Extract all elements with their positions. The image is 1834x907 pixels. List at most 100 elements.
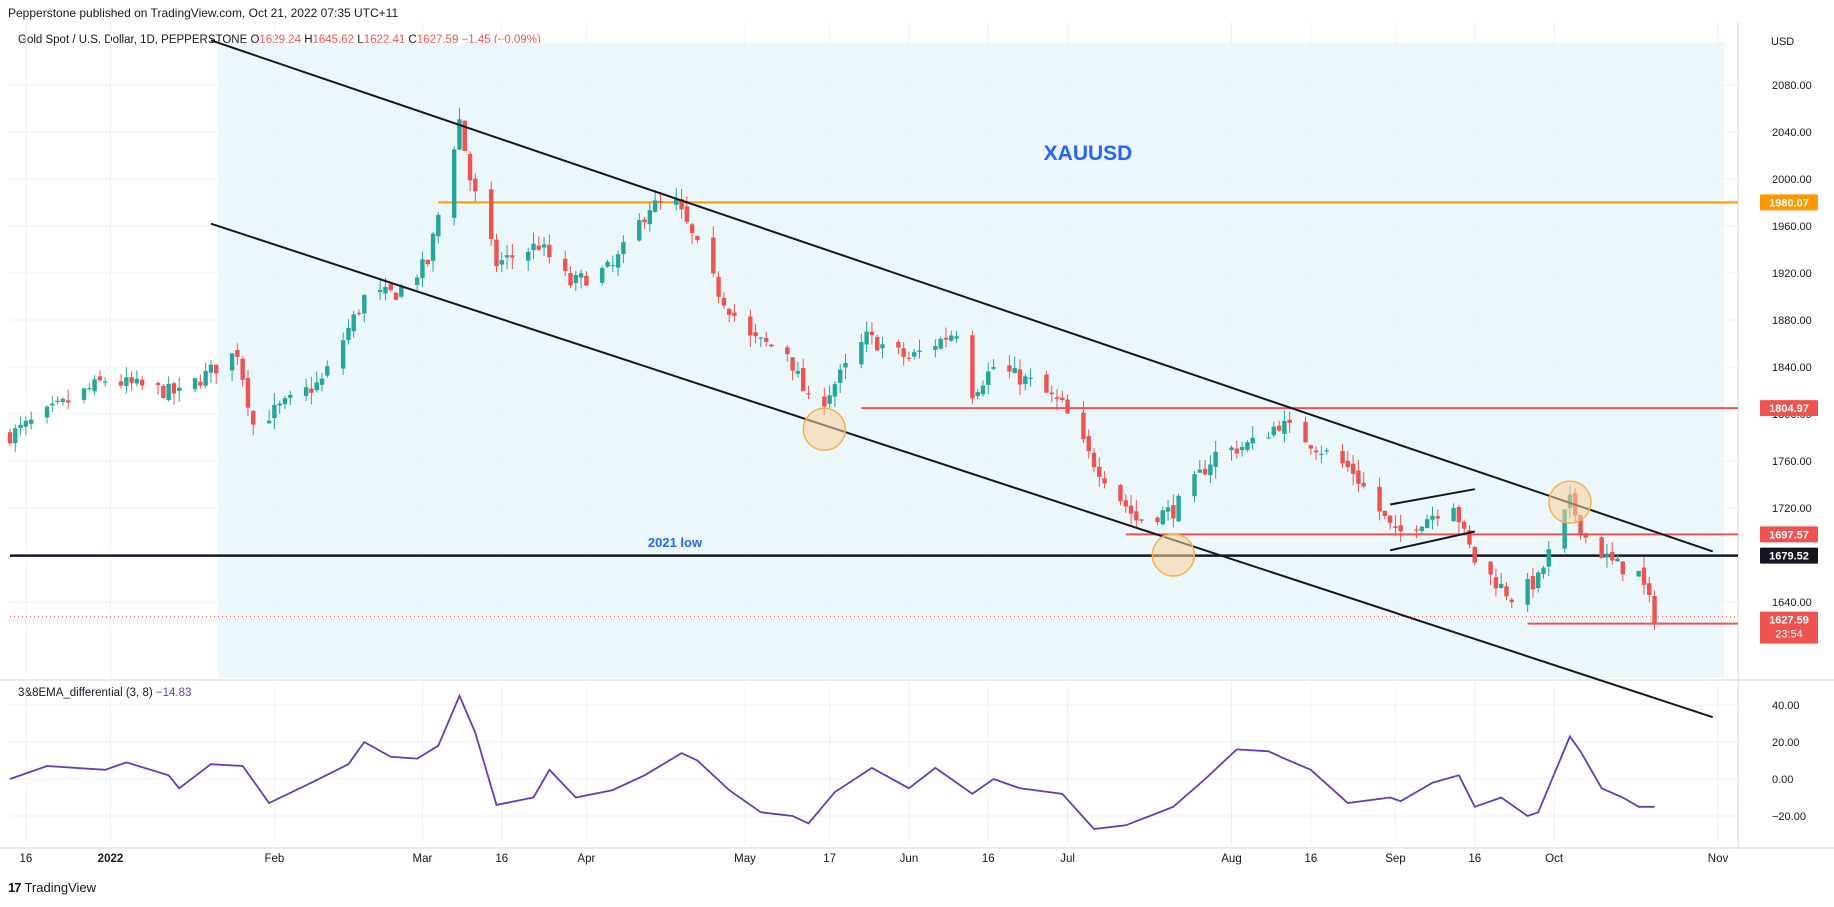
candle-body xyxy=(1488,561,1493,575)
price-label-box xyxy=(1760,194,1818,211)
candle-body xyxy=(806,393,811,395)
candle-body xyxy=(732,312,737,316)
highlight-circles[interactable] xyxy=(802,407,1592,577)
candle-body xyxy=(97,376,103,381)
candle-body xyxy=(139,379,145,386)
symbol-name[interactable]: Gold Spot / U.S. Dollar, 1D, PEPPERSTONE xyxy=(18,34,248,46)
osc-tick-label: −20.00 xyxy=(1772,811,1806,823)
candle-body xyxy=(351,314,356,332)
price-label-box xyxy=(1760,611,1818,628)
footer-brand: TradingView xyxy=(24,880,97,895)
price-tick-label: 1880.00 xyxy=(1772,315,1812,327)
time-tick-label: 16 xyxy=(1468,853,1481,865)
candle-body xyxy=(1610,551,1615,561)
candle-body xyxy=(1128,505,1134,514)
price-tick-label: 1720.00 xyxy=(1772,503,1812,515)
low-label: L xyxy=(357,34,364,46)
price-label-text: 1679.52 xyxy=(1769,551,1809,563)
candle-body xyxy=(1213,451,1218,467)
low-2021-label[interactable]: 2021 low xyxy=(648,535,703,550)
price-tick-label: 1960.00 xyxy=(1772,221,1812,233)
flag-lower-line xyxy=(1389,530,1475,552)
candle-body xyxy=(1493,577,1499,589)
candle-body xyxy=(1424,519,1430,529)
candle-body xyxy=(1377,486,1382,512)
candle-body xyxy=(753,332,758,337)
candle-body xyxy=(1065,399,1070,414)
candle-body xyxy=(81,388,87,400)
candle-body xyxy=(1583,534,1589,538)
candle-body xyxy=(129,377,134,383)
candle-body xyxy=(65,400,71,403)
candle-body xyxy=(1208,464,1213,476)
candle-body xyxy=(356,312,362,315)
time-tick-label: 16 xyxy=(495,853,508,865)
time-tick-label: 16 xyxy=(982,853,995,865)
xauusd-title[interactable]: XAUUSD xyxy=(1044,142,1133,165)
candle-body xyxy=(615,254,621,268)
indicator-legend[interactable]: 3&8EMA_differential (3, 8) −14.83 xyxy=(18,687,191,699)
time-tick-label: Nov xyxy=(1708,853,1729,865)
candle-body xyxy=(1197,469,1202,473)
candle-body xyxy=(970,335,975,399)
candle-body xyxy=(716,276,721,297)
candle-body xyxy=(1647,583,1652,596)
candle-body xyxy=(1578,515,1583,534)
candle-body xyxy=(1467,530,1472,545)
candle-body xyxy=(208,364,214,373)
time-axis[interactable]: 16 2022 Feb Mar 16 Apr May 17 Jun 16 Jul Aug 16 Sep 16… xyxy=(19,853,1728,865)
candle-body xyxy=(377,290,383,293)
candle-body xyxy=(235,350,240,357)
candle-body xyxy=(288,394,293,398)
candle-body xyxy=(1028,377,1033,379)
candle-body xyxy=(1054,397,1060,399)
candle-body xyxy=(658,201,663,203)
candle-body xyxy=(166,383,171,400)
candle-body xyxy=(1361,482,1366,487)
currency-label: USD xyxy=(1771,36,1794,48)
candle-body xyxy=(1229,447,1234,451)
candle-body xyxy=(605,261,610,267)
candle-body xyxy=(896,342,901,348)
candle-body xyxy=(1308,445,1314,449)
tradingview-footer[interactable]: 17 TradingView xyxy=(8,880,96,895)
candle-body xyxy=(912,352,917,357)
candle-body xyxy=(526,251,531,261)
candle-body xyxy=(23,420,29,427)
candle-body xyxy=(1636,570,1641,577)
candle-body xyxy=(875,336,880,351)
candle-body xyxy=(859,342,864,365)
price-label-box xyxy=(1760,547,1818,564)
oscillator-line xyxy=(9,693,1655,830)
candle-body xyxy=(1430,515,1435,520)
candle-body xyxy=(510,255,515,258)
highlight-circle xyxy=(1151,533,1196,577)
candle-body xyxy=(124,377,129,386)
candle-body xyxy=(92,379,97,392)
time-tick-label: Oct xyxy=(1545,853,1564,865)
candle-body xyxy=(1324,450,1329,452)
time-tick-label: Aug xyxy=(1221,853,1241,865)
price-tick-label: 1840.00 xyxy=(1772,362,1812,374)
price-label-text: 1627.59 xyxy=(1769,615,1809,627)
candle-body xyxy=(980,385,986,395)
candle-body xyxy=(362,295,367,314)
flag-upper-line xyxy=(1389,488,1475,506)
price-label-box xyxy=(1760,526,1818,543)
candle-body xyxy=(954,336,959,339)
candle-body xyxy=(721,298,727,306)
trend-lines[interactable] xyxy=(210,39,1714,719)
price-axis[interactable]: 2080.00 2040.00 2000.00 1960.00 1920.00 1880.… xyxy=(1772,80,1812,823)
candle-body xyxy=(134,378,140,384)
candle-body xyxy=(1176,495,1181,522)
candle-body xyxy=(838,369,843,383)
candle-body xyxy=(1536,572,1541,588)
candle-body xyxy=(906,357,912,359)
candle-body xyxy=(689,224,695,233)
candle-body xyxy=(282,398,288,405)
candle-body xyxy=(1282,420,1287,434)
indicator-name[interactable]: 3&8EMA_differential (3, 8) xyxy=(18,687,153,699)
candle-body xyxy=(60,398,66,402)
candle-body xyxy=(790,357,795,371)
